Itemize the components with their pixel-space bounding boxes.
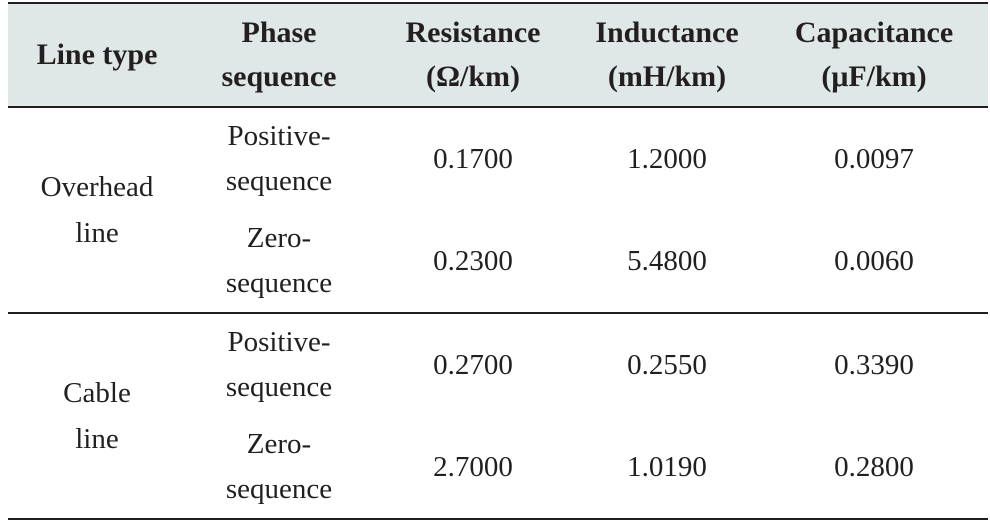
group-cable-line: Cable line Positive-sequence 0.2700 0.25… [8, 313, 988, 519]
header-row: Line type Phase sequence Resistance (Ω/k… [8, 3, 988, 107]
capacitance-cell: 0.2800 [834, 450, 914, 483]
group-overhead-line: Overhead line Positive-sequence 0.1700 1… [8, 107, 988, 313]
inductance-cell: 1.2000 [627, 142, 707, 175]
table-row: Zero-sequence 2.7000 1.0190 0.2800 [8, 416, 988, 519]
table-row: Overhead line Positive-sequence 0.1700 1… [8, 107, 988, 249]
inductance-cell: 1.0190 [627, 450, 707, 483]
header-resistance: Resistance (Ω/km) [405, 16, 541, 93]
header-inductance: Inductance (mH/km) [595, 16, 739, 93]
capacitance-cell: 0.0060 [834, 244, 914, 277]
line-type-cell: Cable line [63, 377, 131, 455]
resistance-cell: 0.2300 [433, 244, 513, 277]
line-type-cell: Overhead line [40, 171, 154, 249]
resistance-cell: 2.7000 [433, 450, 513, 483]
phase-cell: Zero-sequence [225, 222, 333, 299]
header-capacitance: Capacitance (μF/km) [794, 16, 954, 93]
resistance-cell: 0.1700 [433, 142, 513, 175]
phase-cell: Zero-sequence [225, 428, 333, 505]
line-parameters-table-container: Line type Phase sequence Resistance (Ω/k… [8, 2, 988, 520]
inductance-cell: 5.4800 [627, 244, 707, 277]
resistance-cell: 0.2700 [433, 348, 513, 381]
capacitance-cell: 0.0097 [834, 142, 914, 175]
capacitance-cell: 0.3390 [834, 348, 914, 381]
header-phase-sequence: Phase sequence [221, 16, 337, 93]
table-row: Cable line Positive-sequence 0.2700 0.25… [8, 313, 988, 455]
header-line-type: Line type [36, 38, 158, 71]
table-header: Line type Phase sequence Resistance (Ω/k… [8, 3, 988, 107]
inductance-cell: 0.2550 [627, 348, 707, 381]
line-parameters-table: Line type Phase sequence Resistance (Ω/k… [8, 2, 988, 520]
phase-cell: Positive-sequence [225, 326, 333, 403]
table-row: Zero-sequence 0.2300 5.4800 0.0060 [8, 210, 988, 313]
phase-cell: Positive-sequence [225, 120, 333, 197]
